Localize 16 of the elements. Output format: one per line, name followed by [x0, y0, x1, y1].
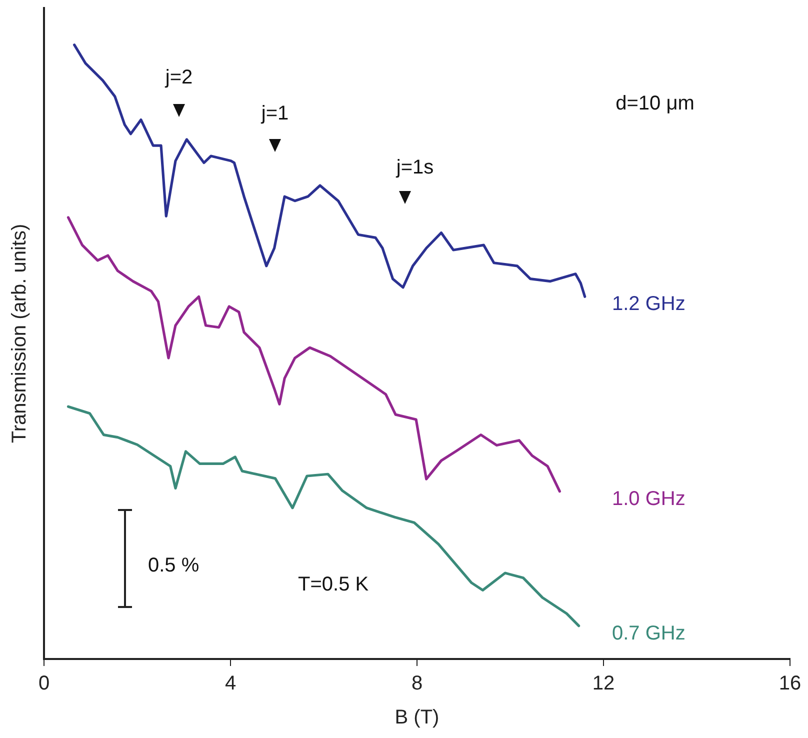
- annotation: j=2: [164, 66, 193, 89]
- x-axis-title: B (T): [394, 706, 440, 729]
- text: 1.0 GHz: [612, 488, 686, 510]
- annotation: j=1: [260, 102, 289, 125]
- annotation: T=0.5 K: [298, 574, 370, 596]
- annotation: d=10 μm: [616, 92, 694, 115]
- x-tick-label: 8: [411, 672, 423, 695]
- x-tick-label: 0: [38, 672, 50, 695]
- y-axis-title: Transmission (arb. units): [8, 224, 31, 444]
- series-label: 1.2 GHz: [612, 293, 686, 316]
- series-label: 0.7 GHz: [612, 622, 686, 644]
- annotation: 0.5 %: [148, 554, 200, 577]
- x-tick-label: 16: [778, 672, 802, 695]
- annotation: j=1s: [395, 156, 434, 179]
- x-tick-label: 12: [592, 672, 615, 695]
- x-tick-label: 4: [224, 672, 236, 695]
